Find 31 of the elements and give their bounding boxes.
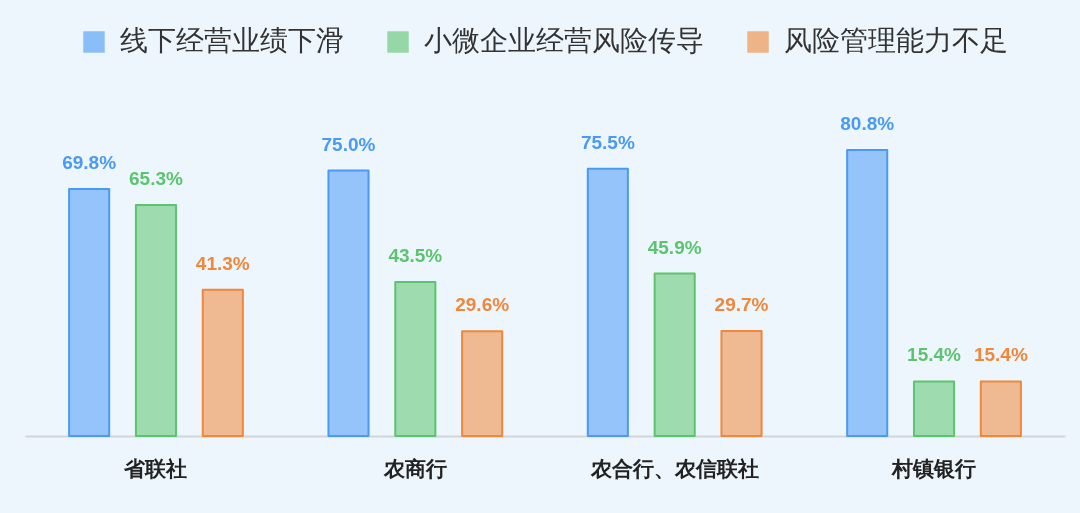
data-label: 69.8% bbox=[62, 151, 117, 173]
data-label: 45.9% bbox=[647, 236, 702, 258]
bar bbox=[586, 167, 629, 437]
x-tick-label: 农商行 bbox=[382, 456, 447, 481]
x-tick-label: 村镇银行 bbox=[891, 456, 977, 481]
bar bbox=[201, 288, 244, 437]
data-label: 65.3% bbox=[129, 167, 184, 189]
x-tick-label: 农合行、农信联社 bbox=[589, 456, 759, 481]
bar bbox=[720, 329, 763, 437]
bar bbox=[134, 203, 178, 437]
x-tick-label: 省联社 bbox=[123, 456, 188, 481]
bar bbox=[979, 380, 1022, 437]
data-label: 29.6% bbox=[455, 294, 510, 316]
bar bbox=[327, 169, 370, 437]
legend-label: 线下经营业绩下滑 bbox=[120, 24, 344, 57]
legend-label: 小微企业经营风险传导 bbox=[424, 24, 704, 57]
data-label: 41.3% bbox=[195, 252, 250, 274]
data-label: 75.5% bbox=[580, 131, 635, 153]
bar bbox=[394, 281, 437, 437]
data-label: 15.4% bbox=[907, 344, 962, 366]
legend-label: 风险管理能力不足 bbox=[784, 24, 1008, 57]
data-label: 15.4% bbox=[973, 344, 1028, 366]
bar bbox=[846, 149, 889, 437]
data-label: 43.5% bbox=[388, 245, 443, 267]
bar bbox=[68, 187, 111, 437]
bar bbox=[912, 380, 956, 437]
data-label: 75.0% bbox=[321, 133, 376, 155]
data-label: 29.7% bbox=[714, 293, 769, 315]
bar bbox=[461, 330, 504, 437]
data-label: 80.8% bbox=[840, 113, 895, 135]
bar bbox=[653, 272, 696, 437]
